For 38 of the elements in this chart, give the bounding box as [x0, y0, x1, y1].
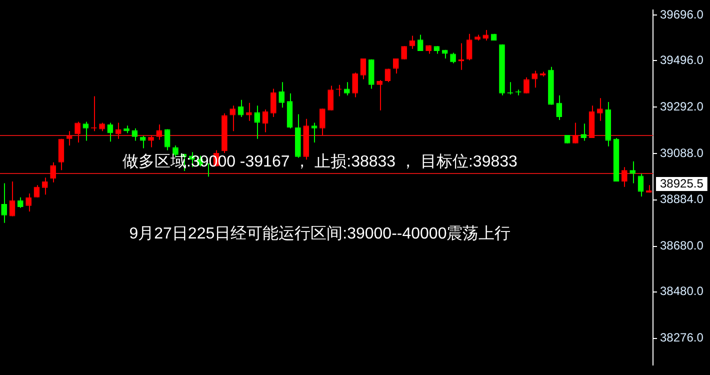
candlestick — [417, 34, 424, 52]
candlestick — [344, 82, 350, 96]
candlestick — [262, 108, 268, 133]
candlestick — [392, 58, 399, 74]
candlestick — [466, 33, 472, 61]
candlestick — [58, 138, 64, 171]
candlestick — [9, 180, 16, 217]
candlestick — [82, 121, 89, 142]
candlestick — [597, 98, 603, 122]
y-tick-label: 39088.0 — [660, 146, 704, 160]
candlestick — [319, 108, 326, 136]
candlestick — [328, 85, 334, 111]
candlestick — [376, 80, 382, 111]
candlestick — [580, 123, 587, 142]
y-tick-label: 39496.0 — [660, 52, 704, 67]
candlestick — [230, 105, 236, 132]
candlestick — [164, 128, 170, 151]
annotation: 9月27日225日经可能运行区间:39000--40000震荡上行 — [129, 224, 511, 243]
candlestick — [66, 130, 72, 146]
candlestick — [638, 173, 644, 197]
y-tick-label: 38884.0 — [660, 192, 704, 206]
candlestick — [368, 58, 374, 90]
candlestick — [384, 68, 391, 83]
y-tick-label: 39696.0 — [660, 7, 704, 22]
y-tick-label: 38680.0 — [660, 238, 704, 253]
candlestick — [360, 58, 366, 80]
text: 38925.5 — [660, 176, 704, 190]
candlestick — [352, 72, 358, 98]
candlestick — [556, 94, 562, 120]
candlestick — [278, 82, 285, 108]
candlestick — [1, 182, 8, 224]
y-tick-label: 38480.0 — [660, 284, 704, 298]
candlestick — [311, 122, 318, 144]
candlestick — [254, 105, 260, 140]
y-tick-label: 39292.0 — [660, 99, 704, 114]
candlestick — [34, 184, 40, 198]
y-tick-label: 38276.0 — [660, 330, 704, 345]
candlestick — [621, 166, 628, 188]
